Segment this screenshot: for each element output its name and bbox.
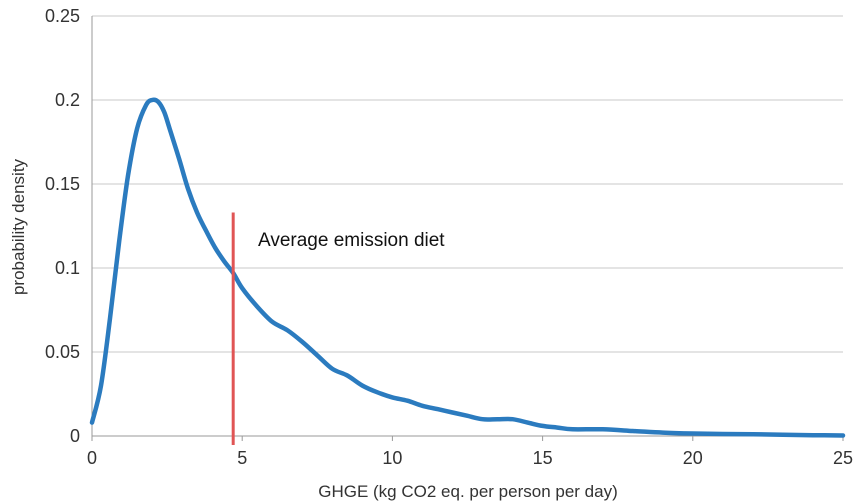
y-tick-label: 0.25 xyxy=(45,6,80,26)
x-tick-label: 0 xyxy=(87,448,97,468)
y-tick-label: 0.05 xyxy=(45,342,80,362)
x-axis-title: GHGE (kg CO2 eq. per person per day) xyxy=(318,482,618,501)
y-tick-label: 0.1 xyxy=(55,258,80,278)
y-tick-label: 0.2 xyxy=(55,90,80,110)
y-tick-labels: 0 0.05 0.1 0.15 0.2 0.25 xyxy=(45,6,80,446)
x-tick-label: 10 xyxy=(382,448,402,468)
y-tick-label: 0 xyxy=(70,426,80,446)
reference-line-label: Average emission diet xyxy=(258,230,445,251)
x-tick-label: 25 xyxy=(833,448,853,468)
density-curve xyxy=(89,97,846,438)
series-layer xyxy=(89,97,846,438)
x-tick-label: 15 xyxy=(533,448,553,468)
x-tick-label: 5 xyxy=(237,448,247,468)
x-tick-label: 20 xyxy=(683,448,703,468)
x-tick-labels: 0 5 10 15 20 25 xyxy=(87,448,853,468)
y-tick-label: 0.15 xyxy=(45,174,80,194)
y-axis-title: probability density xyxy=(9,158,28,295)
grid-lines xyxy=(92,15,843,353)
